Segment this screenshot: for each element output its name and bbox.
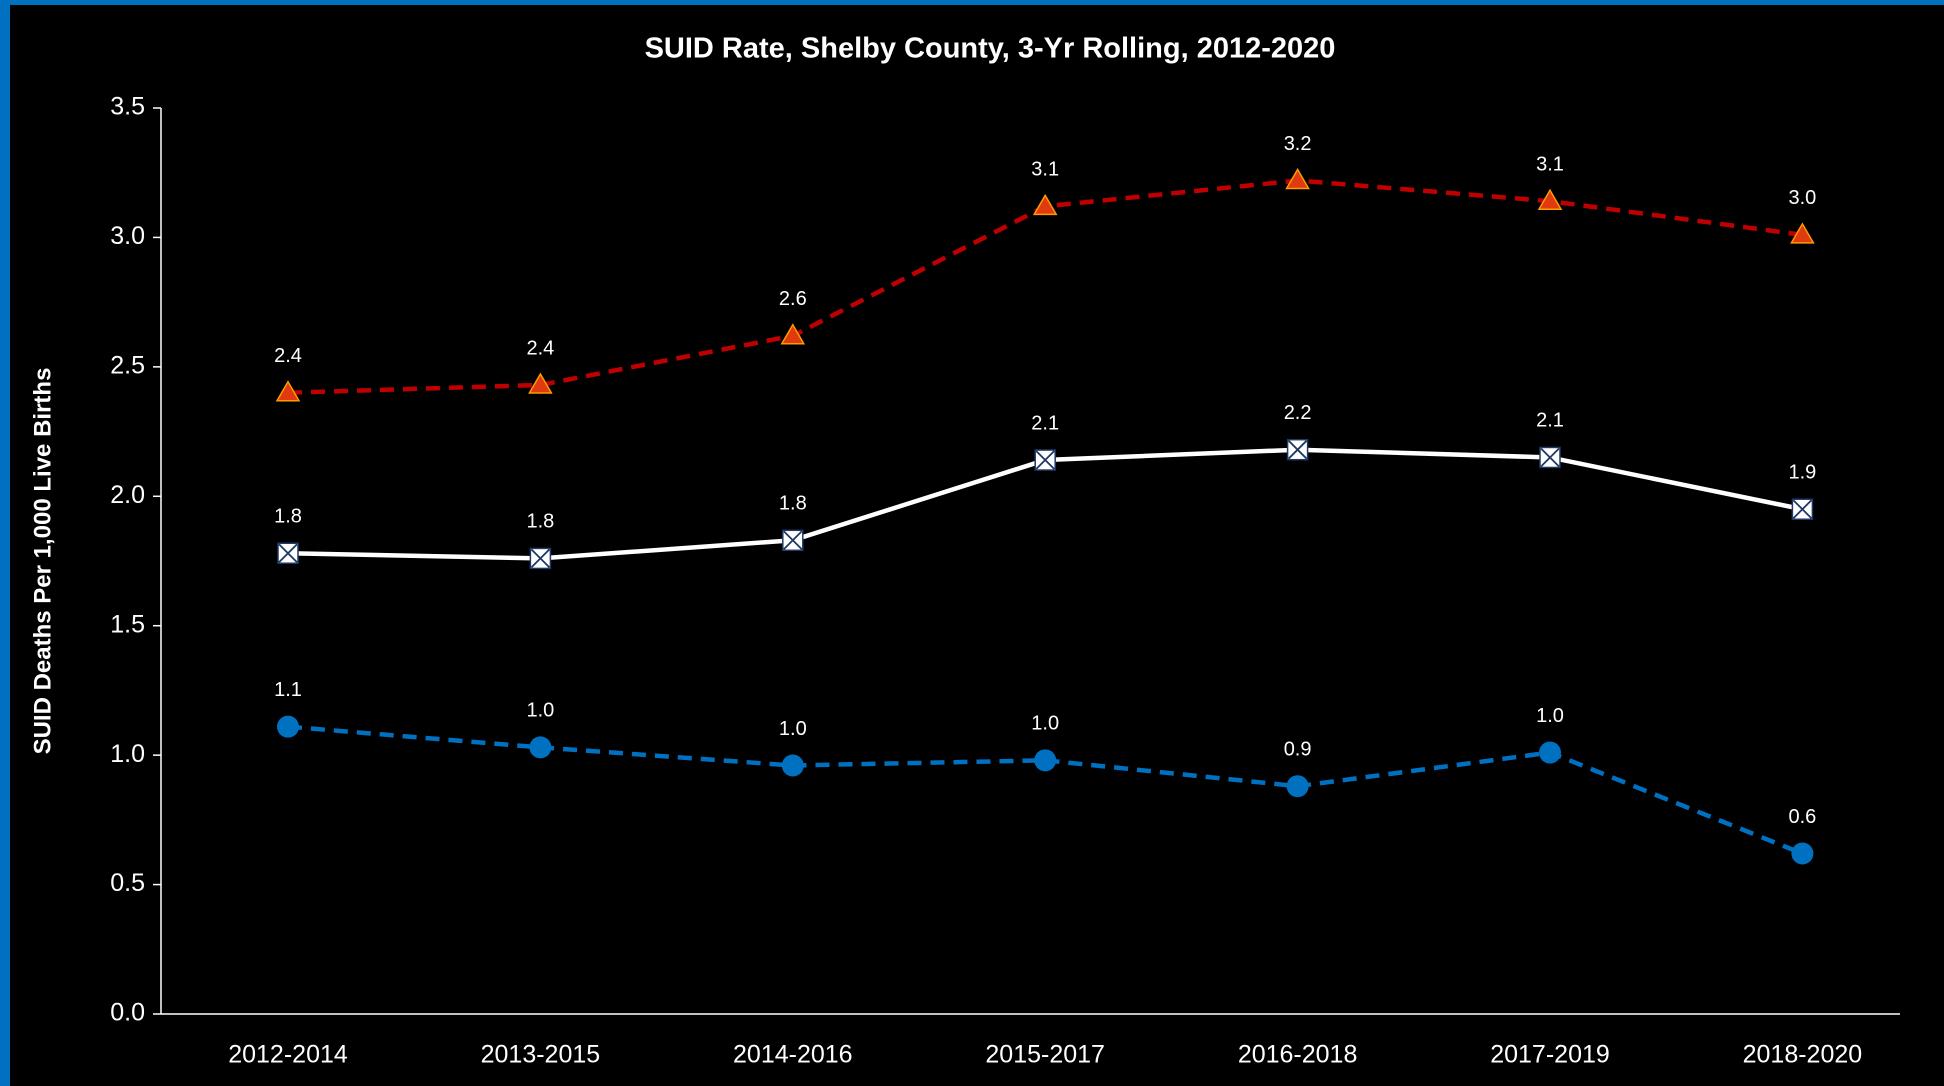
chart-title: SUID Rate, Shelby County, 3-Yr Rolling, … [645,33,1336,65]
data-label: 2.1 [1536,410,1564,432]
marker [528,372,553,394]
data-label: 1.8 [274,506,302,528]
y-tick-label: 3.0 [110,222,145,250]
data-label: 3.0 [1788,187,1816,209]
marker [1539,741,1561,764]
marker [1791,842,1814,865]
y-tick-label: 1.5 [110,610,145,638]
data-label: 1.8 [779,493,807,515]
x-tick-label: 2013-2015 [481,1041,601,1069]
data-label: 1.9 [1788,462,1816,484]
marker-cross [1792,499,1813,519]
x-tick-label: 2015-2017 [985,1041,1105,1069]
marker [1285,167,1310,190]
data-label: 1.8 [526,511,554,533]
marker-cross [783,530,803,550]
data-label: 2.6 [779,288,807,310]
data-label: 1.1 [274,679,302,701]
marker [529,736,552,759]
data-label: 1.0 [526,700,554,722]
data-label: 1.0 [1031,713,1059,735]
x-tick-label: 2012-2014 [228,1041,348,1069]
y-tick-label: 3.5 [110,93,145,121]
data-label: 3.2 [1284,133,1312,155]
data-label: 3.1 [1536,153,1564,175]
marker [1790,222,1815,244]
y-tick-label: 0.0 [110,999,145,1027]
marker-cross [1540,447,1560,468]
marker [277,715,299,738]
marker [1032,193,1058,216]
x-tick-label: 2016-2018 [1238,1041,1358,1069]
data-label: 2.1 [1031,412,1059,434]
data-label: 0.9 [1284,738,1312,760]
x-tick-label: 2014-2016 [733,1041,853,1069]
marker [1034,749,1057,772]
marker [1286,775,1309,798]
y-tick-label: 2.5 [110,351,145,379]
marker [1537,188,1563,210]
marker-cross [278,543,298,563]
marker [781,754,804,777]
y-tick-label: 2.0 [110,481,145,509]
data-label: 0.6 [1788,806,1816,828]
y-tick-label: 0.5 [110,869,145,897]
data-label: 2.4 [274,345,302,367]
chart-background [10,5,1944,1086]
marker-cross [530,548,551,569]
data-label: 1.0 [1536,705,1564,727]
marker-cross [1035,450,1055,470]
y-tick-label: 1.0 [110,740,145,768]
x-tick-label: 2018-2020 [1743,1041,1863,1069]
y-axis-label: SUID Deaths Per 1,000 Live Births [29,368,56,755]
data-label: 2.4 [526,337,554,359]
data-label: 1.0 [779,718,807,740]
marker-cross [1287,440,1308,460]
x-tick-label: 2017-2019 [1490,1041,1610,1069]
data-label: 3.1 [1031,159,1059,181]
marker [780,323,806,345]
data-label: 2.2 [1284,402,1312,424]
marker [275,380,301,402]
